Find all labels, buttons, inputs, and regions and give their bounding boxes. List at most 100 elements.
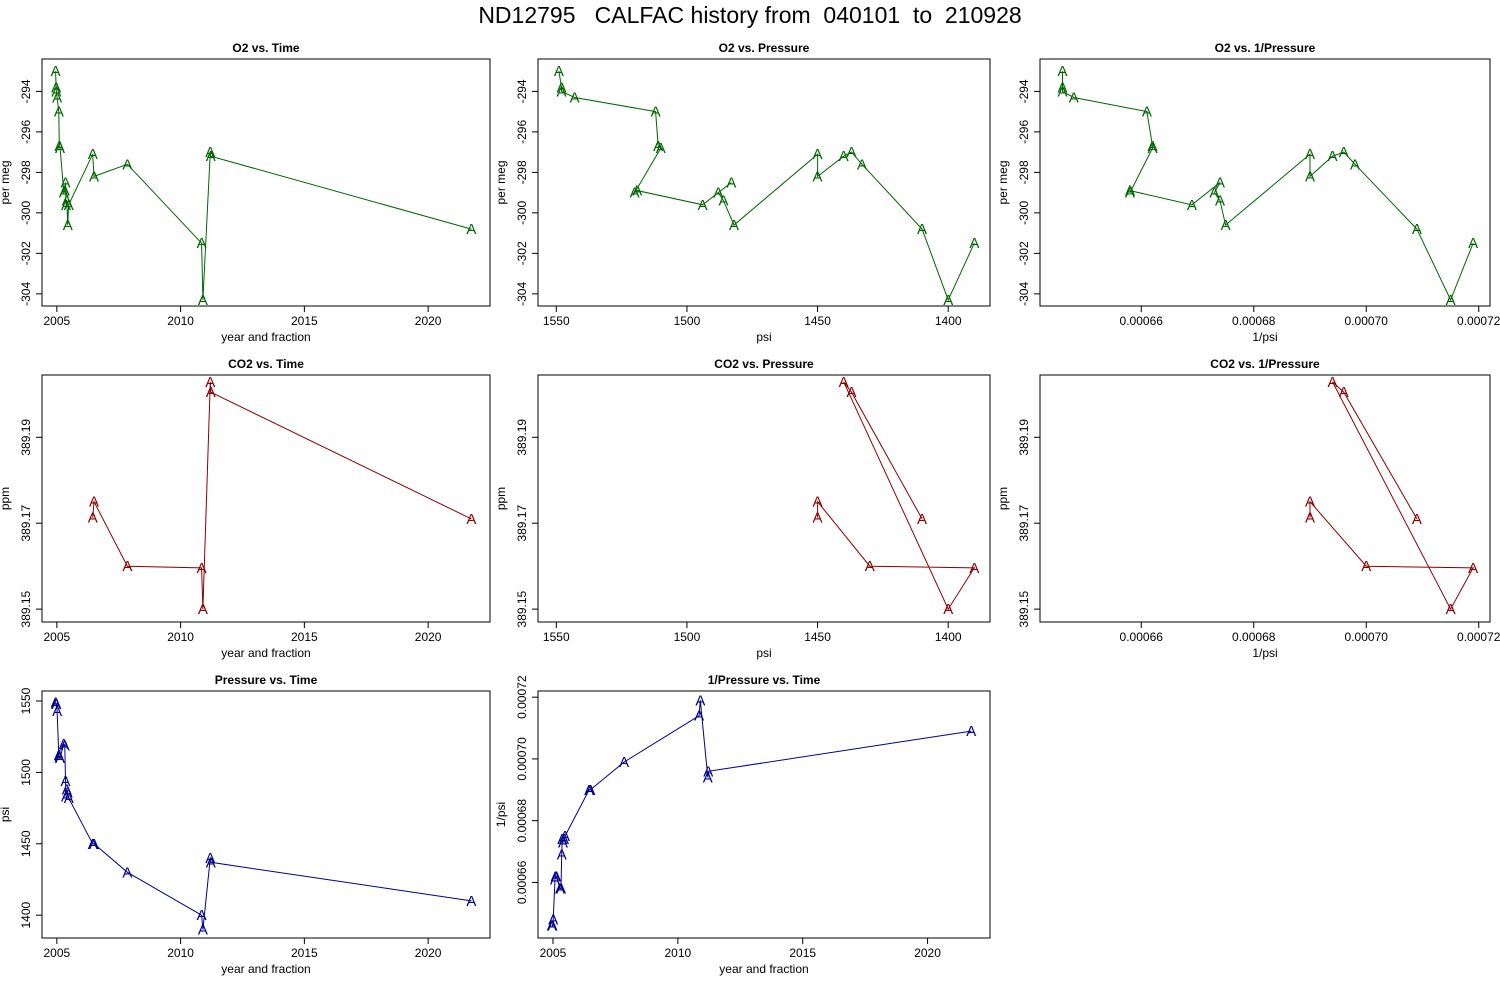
data-point-marker: A [205,144,215,161]
data-point-marker: A [813,168,823,185]
series-line [558,71,975,302]
y-tick-label: 389.19 [515,419,529,456]
x-tick-label: 0.00066 [1120,314,1164,328]
data-point-marker: A [1209,185,1219,202]
y-tick-label: -296 [515,120,529,144]
x-tick-label: 0.00068 [1232,314,1276,328]
data-point-marker: A [1147,140,1157,157]
chart-panel-4: CO2 vs. Time 2005 2010 2015 2020 389.15 389.17… [0,357,491,660]
data-point-marker: A [548,911,558,928]
data-point-marker: A [61,197,71,214]
x-tick-label: 2020 [415,314,442,328]
x-tick-label: 2020 [914,946,941,960]
data-point-marker: A [88,510,98,527]
series-line [55,702,472,930]
data-point-marker: A [554,63,564,80]
chart-panel-7: Pressure vs. Time 2005 2010 2015 2020 1400 145… [0,673,491,976]
y-tick-label: -300 [515,201,529,225]
x-tick-label: 1550 [543,314,570,328]
chart-title: O2 vs. Time [232,41,299,55]
data-point-marker: A [557,847,567,864]
y-tick-label: 0.00068 [515,799,529,843]
plot-frame [41,690,491,939]
data-point-marker: A [89,168,99,185]
plot-frame [537,374,991,623]
data-point-marker: A [1125,185,1135,202]
data-point-marker: A [61,175,71,192]
chart-title: O2 vs. Pressure [719,41,810,55]
y-tick-label: 0.00070 [515,737,529,781]
data-point-marker: A [917,221,927,238]
data-point-marker: A [1215,193,1225,210]
y-axis-label: ppm [996,487,1010,510]
x-axis-label: psi [756,330,771,344]
data-point-marker: A [1215,175,1225,192]
data-point-marker: A [1446,601,1456,618]
y-tick-label: -298 [1017,160,1031,184]
x-tick-label: 0.00070 [1345,630,1389,644]
data-point-marker: A [570,89,580,106]
y-tick-label: 1550 [19,687,33,714]
data-point-marker: A [1412,511,1422,528]
x-tick-label: 2015 [291,630,318,644]
x-axis-label: year and fraction [221,962,310,976]
data-point-marker: A [550,871,560,888]
x-tick-label: 0.00070 [1345,314,1389,328]
y-axis-label: ppm [494,487,508,510]
series-line [551,700,972,927]
data-point-marker: A [1468,235,1478,252]
data-point-marker: A [559,831,569,848]
y-tick-label: 0.00066 [515,860,529,904]
data-point-marker: A [943,292,953,309]
data-point-marker: A [1305,168,1315,185]
data-point-marker: A [1339,384,1349,401]
x-axis-label: 1/psi [1252,646,1277,660]
x-axis-label: year and fraction [221,646,310,660]
chart-panel-8: 1/Pressure vs. Time 2005 2010 2015 2020 0.000… [494,673,991,976]
data-point-marker: A [122,864,132,881]
y-tick-label: -304 [19,282,33,306]
data-point-marker: A [1069,89,1079,106]
data-point-marker: A [847,144,857,161]
data-point-marker: A [943,601,953,618]
data-point-marker: A [1147,138,1157,155]
data-point-marker: A [813,146,823,163]
data-point-marker: A [88,146,98,163]
data-point-marker: A [466,893,476,910]
plot-frame [537,690,991,939]
y-tick-label: -302 [1017,241,1031,265]
data-point-marker: A [1305,494,1315,511]
data-point-marker: A [197,235,207,252]
data-point-marker: A [54,104,64,121]
y-tick-label: -296 [1017,120,1031,144]
x-tick-label: 2020 [415,630,442,644]
y-tick-label: -298 [515,160,529,184]
data-point-marker: A [547,918,557,935]
data-point-marker: A [62,782,72,799]
x-tick-label: 1450 [804,314,831,328]
data-point-marker: A [551,868,561,885]
data-point-marker: A [466,511,476,528]
y-tick-label: 389.15 [515,590,529,627]
data-point-marker: A [1350,156,1360,173]
data-point-marker: A [206,148,216,165]
y-tick-label: 0.00072 [515,675,529,719]
data-point-marker: A [547,918,557,935]
chart-panel-3: O2 vs. 1/Pressure 0.00066 0.00068 0.00070 0.… [996,41,1500,344]
data-point-marker: A [1446,292,1456,309]
x-tick-label: 2005 [43,314,70,328]
page-title: ND12795 CALFAC history from 040101 to 21… [478,2,1022,28]
y-tick-label: -302 [515,241,529,265]
data-point-marker: A [550,868,560,885]
data-point-marker: A [813,494,823,511]
data-point-marker: A [966,723,976,740]
y-tick-label: -298 [19,160,33,184]
data-point-marker: A [51,79,61,96]
chart-panel-2: O2 vs. Pressure 1550 1500 1450 1400 -294 -296 -… [494,41,991,344]
chart-title: CO2 vs. Pressure [714,357,814,371]
data-point-marker: A [61,789,71,806]
data-point-marker: A [205,850,215,867]
y-tick-label: 1500 [19,759,33,786]
data-point-marker: A [729,217,739,234]
